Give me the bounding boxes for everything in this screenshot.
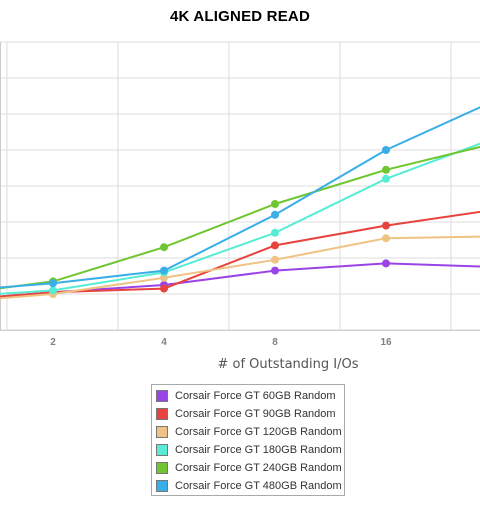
legend-item: Corsair Force GT 480GB Random [156, 477, 344, 495]
legend-label: Corsair Force GT 240GB Random [175, 462, 342, 474]
data-point [382, 165, 390, 174]
legend-swatch [156, 444, 168, 456]
data-point [271, 228, 279, 237]
legend-item: Corsair Force GT 60GB Random [156, 387, 344, 405]
legend-item: Corsair Force GT 90GB Random [156, 405, 344, 423]
legend-label: Corsair Force GT 60GB Random [175, 390, 336, 402]
series-line [0, 142, 480, 295]
data-point [271, 200, 279, 208]
legend: Corsair Force GT 60GB Random Corsair For… [151, 384, 345, 496]
data-point [382, 146, 390, 154]
x-axis-label: # of Outstanding I/Os [217, 357, 358, 372]
legend-label: Corsair Force GT 480GB Random [175, 480, 342, 492]
data-point [382, 234, 390, 243]
data-point [160, 284, 168, 293]
legend-swatch [156, 408, 168, 420]
series-line [0, 262, 480, 298]
data-point [382, 174, 390, 183]
legend-swatch [156, 390, 168, 402]
legend-label: Corsair Force GT 120GB Random [175, 426, 342, 438]
data-point [160, 243, 168, 252]
data-point [160, 266, 168, 275]
chart-title: 4K ALIGNED READ [170, 8, 310, 25]
series-line [0, 145, 480, 290]
data-point [382, 221, 390, 230]
legend-swatch [156, 480, 168, 492]
data-point [49, 279, 57, 288]
series-group [0, 106, 480, 300]
data-point [49, 286, 57, 295]
series-line [0, 106, 480, 289]
legend-label: Corsair Force GT 180GB Random [175, 444, 342, 456]
x-tick-label: 4 [161, 337, 167, 348]
data-point [271, 266, 279, 275]
data-point [271, 255, 279, 264]
legend-label: Corsair Force GT 90GB Random [175, 408, 336, 420]
legend-swatch [156, 426, 168, 438]
x-tick-label: 16 [380, 337, 392, 348]
legend-item: Corsair Force GT 240GB Random [156, 459, 344, 477]
x-tick-label: 8 [272, 337, 278, 348]
legend-item: Corsair Force GT 180GB Random [156, 441, 344, 459]
data-point [271, 210, 279, 219]
data-point [271, 241, 279, 250]
x-tick-label: 2 [50, 337, 56, 348]
legend-item: Corsair Force GT 120GB Random [156, 423, 344, 441]
series-line [0, 235, 480, 300]
legend-swatch [156, 462, 168, 474]
data-point [382, 259, 390, 268]
series-line [0, 210, 480, 298]
